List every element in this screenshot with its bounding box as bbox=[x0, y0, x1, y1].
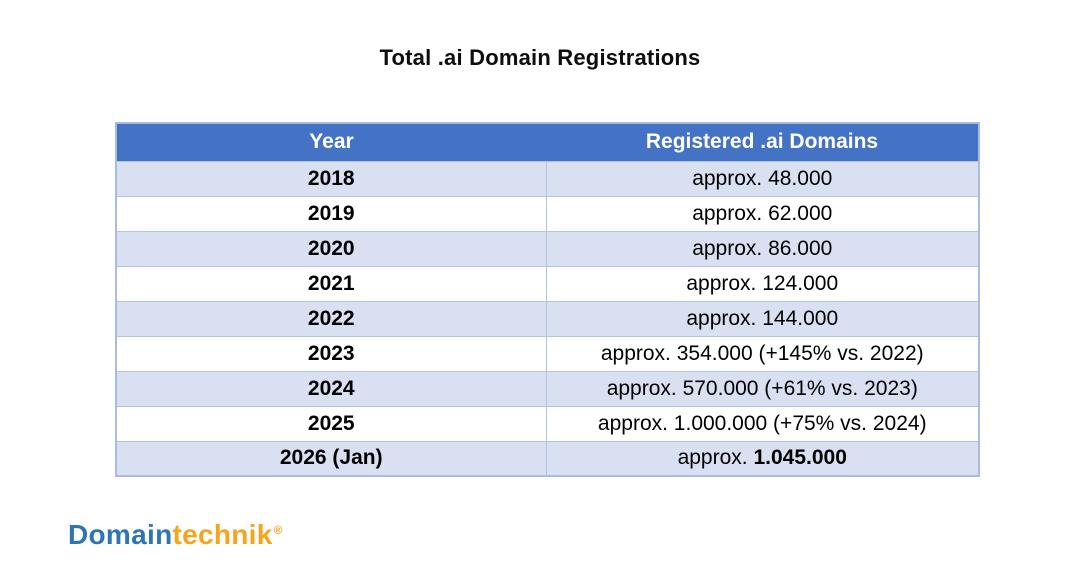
year-cell: 2023 bbox=[115, 335, 547, 372]
value-cell: approx. 124.000 bbox=[545, 265, 980, 302]
value-cell: approx. 1.000.000 (+75% vs. 2024) bbox=[545, 405, 980, 442]
header-row: Year Registered .ai Domains bbox=[116, 123, 979, 161]
table-row: 2026 (Jan) approx. 1.045.000 bbox=[115, 440, 980, 477]
table-row: 2020 approx. 86.000 bbox=[115, 230, 980, 267]
header-registered-domains: Registered .ai Domains bbox=[546, 123, 979, 161]
table-row: 2018 approx. 48.000 bbox=[115, 160, 980, 197]
year-cell: 2021 bbox=[115, 265, 547, 302]
year-cell: 2025 bbox=[115, 405, 547, 442]
value-prefix: approx. bbox=[677, 446, 754, 470]
year-cell: 2026 (Jan) bbox=[115, 440, 547, 477]
year-cell: 2020 bbox=[115, 230, 547, 267]
table-row: 2023 approx. 354.000 (+145% vs. 2022) bbox=[115, 335, 980, 372]
value-cell: approx. 570.000 (+61% vs. 2023) bbox=[545, 370, 980, 407]
year-cell: 2019 bbox=[115, 195, 547, 232]
logo-text-secondary: technik bbox=[172, 519, 273, 550]
value-cell: approx. 86.000 bbox=[545, 230, 980, 267]
table-row: 2024 approx. 570.000 (+61% vs. 2023) bbox=[115, 370, 980, 407]
value-cell: approx. 144.000 bbox=[545, 300, 980, 337]
year-cell: 2018 bbox=[115, 160, 547, 197]
table-body: 2018 approx. 48.000 2019 approx. 62.000 2020… bbox=[115, 160, 980, 477]
value-cell: approx. 1.045.000 bbox=[545, 440, 980, 477]
registrations-table: Year Registered .ai Domains 2018 approx. … bbox=[115, 122, 980, 477]
table-row: 2025 approx. 1.000.000 (+75% vs. 2024) bbox=[115, 405, 980, 442]
table-row: 2019 approx. 62.000 bbox=[115, 195, 980, 232]
value-cell: approx. 354.000 (+145% vs. 2022) bbox=[545, 335, 980, 372]
domaintechnik-logo: Domaintechnik® bbox=[68, 519, 283, 551]
table-row: 2021 approx. 124.000 bbox=[115, 265, 980, 302]
value-cell: approx. 62.000 bbox=[545, 195, 980, 232]
registered-trademark-icon: ® bbox=[273, 522, 283, 537]
value-emphasis: 1.045.000 bbox=[753, 446, 847, 470]
year-cell: 2022 bbox=[115, 300, 547, 337]
table-row: 2022 approx. 144.000 bbox=[115, 300, 980, 337]
table-header: Year Registered .ai Domains bbox=[116, 123, 979, 161]
value-cell: approx. 48.000 bbox=[545, 160, 980, 197]
header-year: Year bbox=[116, 123, 546, 161]
page-title: Total .ai Domain Registrations bbox=[379, 45, 701, 70]
year-cell: 2024 bbox=[115, 370, 547, 407]
logo-text-primary: Domain bbox=[68, 519, 173, 550]
